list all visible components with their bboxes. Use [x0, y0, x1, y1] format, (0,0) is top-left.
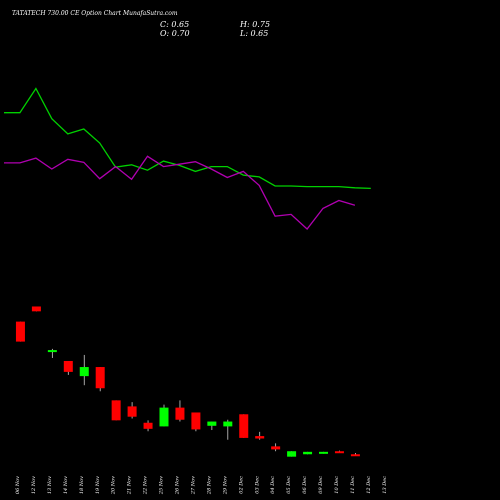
candle-body-up [223, 421, 233, 427]
candle [239, 414, 249, 438]
open-value: O: 0.70 [160, 29, 190, 38]
x-tick-label: 13 Nov [47, 476, 53, 494]
candle-body-down [175, 407, 185, 420]
candle [334, 450, 344, 454]
candle-body-up [79, 367, 89, 377]
candle [271, 443, 281, 452]
purple-indicator-line [4, 155, 356, 230]
candle [319, 451, 328, 454]
candle-body-down [350, 454, 360, 457]
x-tick-label: 27 Nov [190, 476, 196, 495]
candle [95, 367, 105, 392]
x-tick-label: 19 Nov [95, 476, 101, 494]
candle [111, 400, 121, 421]
candle-body-down [111, 400, 121, 421]
candle-body-down [127, 406, 137, 417]
candle [255, 431, 265, 440]
candle-body-down [31, 306, 41, 312]
candle [191, 412, 201, 432]
x-tick-label: 12 Nov [31, 476, 37, 494]
close-value: C: 0.65 [160, 20, 189, 29]
x-tick-label: 04 Dec [270, 476, 276, 494]
low-value: L: 0.65 [239, 29, 268, 38]
candle-body-down [191, 412, 201, 430]
candle [127, 402, 137, 419]
x-tick-label: 26 Nov [175, 476, 181, 495]
candle [31, 306, 41, 312]
candle [63, 360, 73, 375]
candle-body-up [319, 451, 328, 454]
x-tick-label: 28 Nov [206, 476, 212, 495]
x-tick-label: 14 Nov [63, 476, 69, 494]
candle-body-down [239, 414, 249, 438]
candle-body-down [143, 422, 153, 429]
x-tick-label: 20 Nov [111, 476, 117, 495]
candle [15, 321, 25, 342]
candles [15, 306, 360, 457]
candle-body-up [287, 451, 297, 457]
candle-body-up [207, 421, 217, 426]
x-tick-label: 06 Nov [15, 476, 21, 494]
high-value: H: 0.75 [239, 20, 270, 29]
x-tick-label: 13 Dec [382, 476, 388, 494]
candle [287, 451, 297, 457]
x-tick-label: 25 Nov [159, 476, 165, 495]
x-tick-label: 11 Dec [350, 476, 356, 494]
candle [47, 348, 57, 358]
candle-body-down [271, 446, 281, 450]
x-tick-label: 03 Dec [254, 476, 260, 494]
indicator-lines [4, 87, 371, 230]
green-indicator-line [4, 87, 371, 190]
candle-body-up [303, 451, 313, 455]
candle-body-down [63, 360, 73, 372]
x-tick-label: 09 Dec [318, 476, 324, 494]
candle [143, 420, 153, 432]
x-tick-label: 29 Nov [222, 476, 228, 495]
x-tick-label: 22 Nov [143, 476, 149, 495]
candle-body-down [95, 367, 105, 389]
candle-body-down [334, 451, 344, 454]
x-axis-ticks: 06 Nov 12 Nov 13 Nov 14 Nov 18 Nov 19 Nov 20 N… [15, 476, 388, 495]
candle [79, 354, 89, 386]
candle [175, 400, 185, 422]
candle-body-up [47, 350, 57, 353]
candle [207, 421, 217, 431]
candle [350, 453, 360, 457]
x-tick-label: 10 Dec [334, 476, 340, 494]
x-tick-label: 06 Dec [302, 476, 308, 494]
candle-body-up [159, 407, 169, 427]
x-tick-label: 18 Nov [79, 476, 85, 494]
candle-body-down [255, 436, 265, 439]
candle-body-down [15, 321, 25, 342]
x-tick-label: 12 Dec [366, 476, 372, 494]
candle [223, 419, 233, 440]
x-tick-label: 21 Nov [127, 476, 133, 495]
x-tick-label: 05 Dec [286, 476, 292, 494]
candle [159, 404, 169, 427]
candle [303, 451, 313, 455]
chart-title: TATATECH 730.00 CE Option Chart MunafaSu… [12, 10, 178, 17]
x-tick-label: 02 Dec [238, 476, 244, 494]
